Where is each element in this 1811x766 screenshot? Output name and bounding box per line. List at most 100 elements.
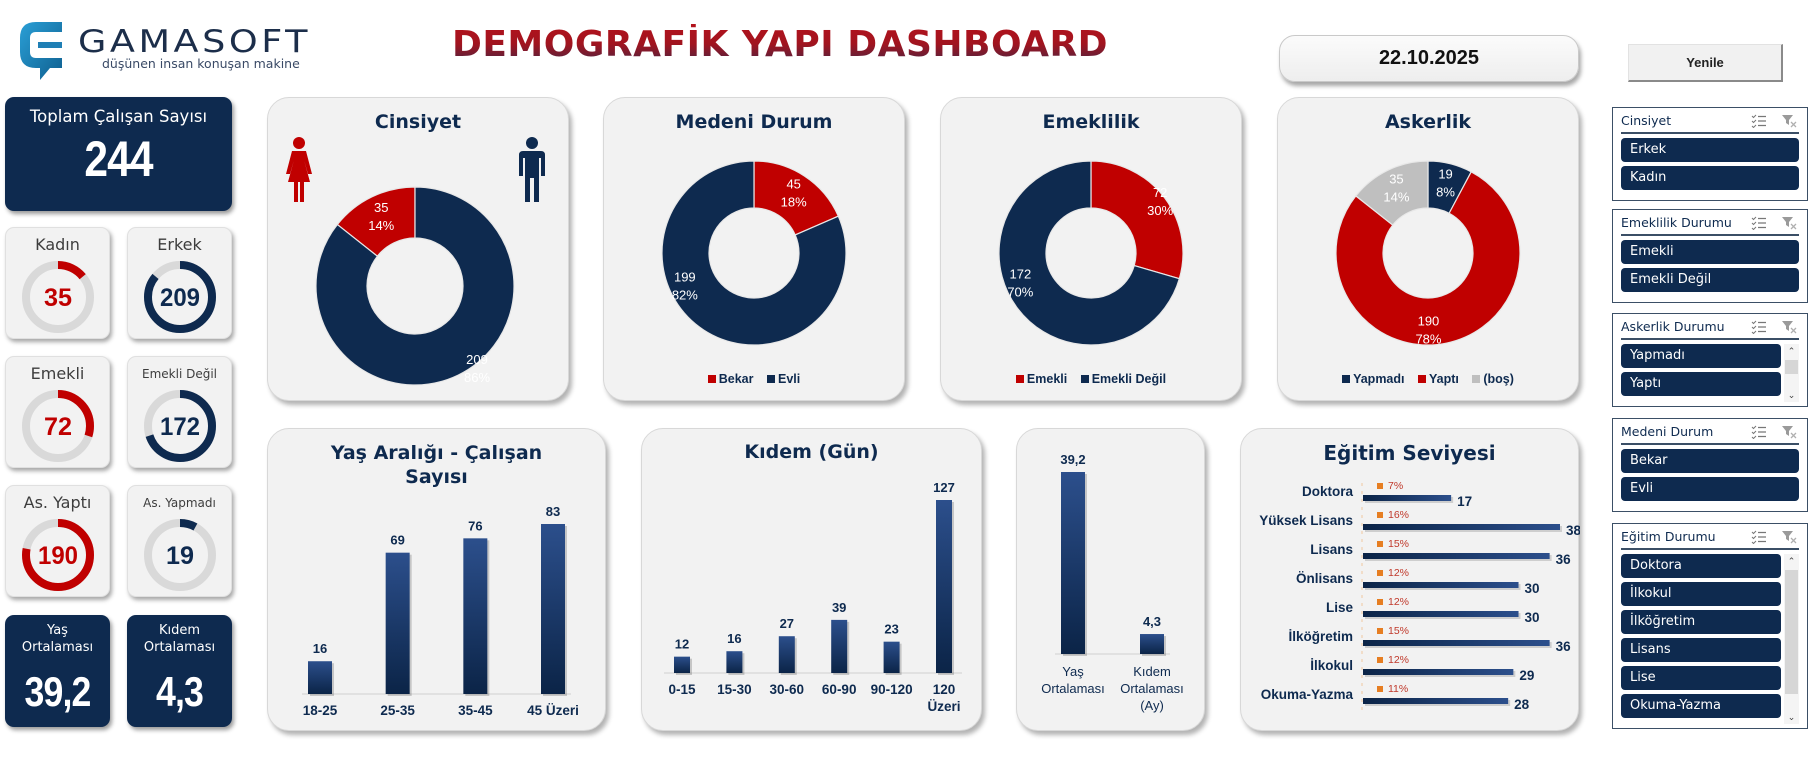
- slicer-option[interactable]: Kadın: [1621, 166, 1799, 190]
- bar-value-label: 36: [1556, 639, 1572, 654]
- education-chart-title: Eğitim Seviyesi: [1323, 441, 1496, 465]
- legend-item-emekli-degil: Emekli Değil: [1080, 372, 1166, 386]
- legend-label: Yapmadı: [1353, 372, 1405, 386]
- multi-select-icon[interactable]: [1751, 425, 1767, 439]
- percent-marker: [1377, 483, 1383, 489]
- scrollbar-thumb[interactable]: [1785, 570, 1798, 694]
- gauge-value: 190: [38, 542, 78, 570]
- donut-percent-label: 78%: [1415, 331, 1441, 346]
- age-range-title-line2: Sayısı: [405, 466, 468, 488]
- multi-select-icon[interactable]: [1751, 320, 1767, 334]
- bar-value-label: 76: [468, 518, 482, 533]
- military-done-gauge-card: As. Yaptı 190: [5, 485, 110, 597]
- bar-value-label: 69: [390, 533, 404, 548]
- slicer-option[interactable]: Emekli: [1621, 240, 1799, 264]
- retirement-chart-panel: Emeklilik 72 30% 172 70% Emekli Emekli Deği…: [940, 97, 1242, 401]
- percent-marker: [1377, 686, 1383, 692]
- slicer-header: Cinsiyet: [1621, 108, 1799, 134]
- scroll-down-icon[interactable]: ⌄: [1787, 712, 1796, 722]
- military-slicer: Askerlik Durumu Yapmadı Yaptı ⌃ ⌄: [1612, 313, 1808, 407]
- slicer-option[interactable]: Doktora: [1621, 554, 1781, 578]
- slicer-option[interactable]: Emekli Değil: [1621, 268, 1799, 292]
- clear-filter-icon[interactable]: [1781, 530, 1797, 544]
- bar-value-label: 28: [1514, 697, 1530, 712]
- multi-select-icon[interactable]: [1751, 530, 1767, 544]
- clear-filter-icon[interactable]: [1781, 114, 1797, 128]
- multi-select-icon[interactable]: [1751, 114, 1767, 128]
- slicer-option[interactable]: Okuma-Yazma: [1621, 694, 1781, 718]
- female-person-icon: [286, 137, 312, 202]
- slicer-option[interactable]: Evli: [1621, 477, 1799, 501]
- slicer-option[interactable]: İlkokul: [1621, 582, 1781, 606]
- slicer-option[interactable]: İlköğretim: [1621, 610, 1781, 634]
- axis-category-label: Kıdem: [1133, 664, 1171, 679]
- clear-filter-icon[interactable]: [1781, 425, 1797, 439]
- retirement-chart-title: Emeklilik: [1042, 111, 1140, 133]
- axis-category-label: 15-30: [717, 682, 752, 697]
- legend-swatch: [1080, 375, 1089, 383]
- gauge-label: Kadın: [35, 235, 80, 254]
- legend-item-emekli: Emekli: [1015, 372, 1067, 386]
- axis-category-label: Yaş: [1062, 664, 1084, 679]
- slicer-option[interactable]: Erkek: [1621, 138, 1799, 162]
- slicer-option[interactable]: Lise: [1621, 666, 1781, 690]
- slicer-items: Emekli Emekli Değil: [1613, 236, 1807, 302]
- refresh-button[interactable]: Yenile: [1628, 44, 1783, 82]
- slicer-scrollbar[interactable]: ⌃ ⌄: [1784, 344, 1799, 402]
- clear-filter-icon[interactable]: [1781, 216, 1797, 230]
- slicer-option[interactable]: Yaptı: [1621, 372, 1781, 396]
- gauge-value: 19: [166, 542, 194, 570]
- multi-select-icon[interactable]: [1751, 216, 1767, 230]
- gauge-ring: 209: [143, 261, 216, 333]
- age-average-card: Yaş Ortalaması 39,2: [5, 615, 110, 727]
- age-average-value: 39,2: [24, 668, 91, 715]
- slicer-title: Emeklilik Durumu: [1621, 215, 1732, 230]
- bar: [1363, 495, 1452, 501]
- gauge-ring: 190: [21, 519, 94, 591]
- gender-chart-panel: Cinsiyet 35 14% 209 86%: [267, 97, 569, 401]
- seniority-average-label-2: Ortalaması: [143, 640, 216, 655]
- scroll-down-icon[interactable]: ⌄: [1787, 390, 1796, 400]
- military-chart-panel: Askerlik 19 8% 190 78% 35 14% Yapmadı Yaptı (…: [1277, 97, 1579, 401]
- slicer-option[interactable]: Lisans: [1621, 638, 1781, 662]
- bar-value-label: 12: [675, 637, 689, 652]
- axis-category-label: İlköğretim: [1288, 629, 1353, 644]
- bar: [1140, 634, 1164, 654]
- percent-marker: [1377, 541, 1383, 547]
- axis-category-label: Önlisans: [1296, 571, 1353, 586]
- gauge-value: 172: [160, 413, 200, 441]
- military-donut-chart: 19 8% 190 78% 35 14%: [1335, 160, 1521, 346]
- donut-slice: [661, 160, 847, 346]
- donut-value-label: 72: [1153, 185, 1167, 200]
- total-employees-value: 244: [84, 131, 153, 187]
- slicer-scrollbar[interactable]: ⌃ ⌄: [1784, 554, 1799, 724]
- slicer-option[interactable]: Bekar: [1621, 449, 1799, 473]
- bar: [1363, 640, 1550, 646]
- bar-value-label: 39: [832, 600, 846, 615]
- donut-percent-label: 70%: [1007, 284, 1033, 299]
- gauge-label: As. Yapmadı: [143, 496, 216, 510]
- slicer-title: Cinsiyet: [1621, 113, 1672, 128]
- bar: [308, 661, 332, 694]
- clear-filter-icon[interactable]: [1781, 320, 1797, 334]
- scroll-up-icon[interactable]: ⌃: [1787, 556, 1796, 566]
- scroll-up-icon[interactable]: ⌃: [1787, 346, 1796, 356]
- marital-chart-title: Medeni Durum: [675, 111, 833, 133]
- axis-category-label: Ortalaması: [1120, 681, 1184, 696]
- bar: [1363, 611, 1519, 617]
- percent-label: 12%: [1388, 596, 1409, 608]
- age-average-label-2: Ortalaması: [21, 640, 94, 655]
- retirement-legend: Emekli Emekli Değil: [941, 372, 1241, 386]
- education-slicer: Eğitim Durumu Doktora İlkokul İlköğretim Li…: [1612, 523, 1808, 729]
- slicer-option[interactable]: Yapmadı: [1621, 344, 1781, 368]
- axis-category-label: 18-25: [303, 703, 338, 718]
- gauge-label: As. Yaptı: [23, 493, 92, 512]
- scrollbar-thumb[interactable]: [1785, 360, 1798, 374]
- slicer-title: Medeni Durum: [1621, 424, 1714, 439]
- percent-label: 7%: [1388, 480, 1403, 492]
- bar: [385, 552, 410, 694]
- percent-label: 15%: [1388, 538, 1409, 550]
- donut-percent-label: 82%: [672, 288, 698, 303]
- donut-slice: [998, 160, 1181, 346]
- bar-value-label: 27: [780, 616, 794, 631]
